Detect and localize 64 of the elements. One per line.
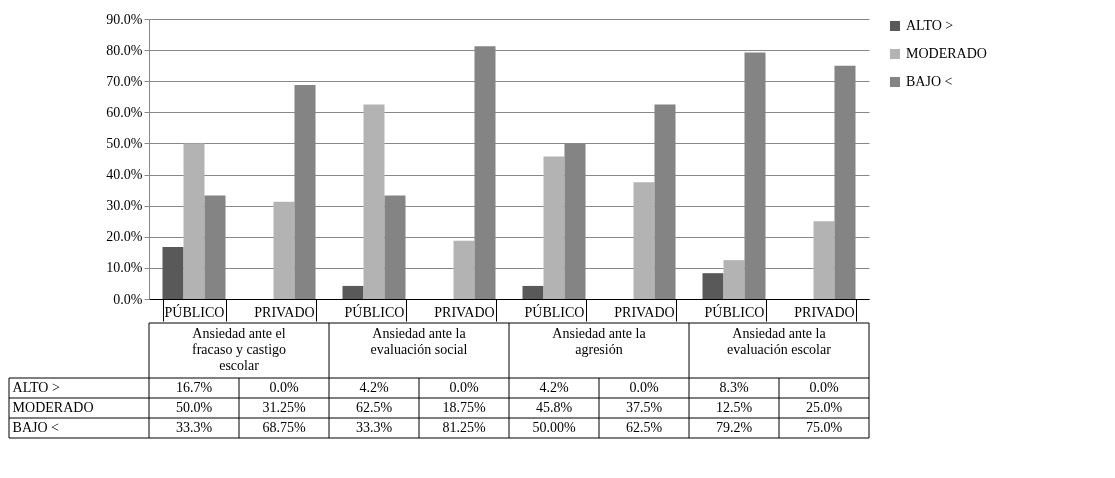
- x-tick-label: PÚBLICO: [524, 303, 585, 320]
- data-label: 50.0%: [175, 400, 213, 415]
- text: Ansiedad ante la agresión: [552, 326, 647, 357]
- data-label: 12.5%: [715, 400, 753, 415]
- y-tick-label: 20.0%: [106, 229, 143, 245]
- bar: [162, 247, 184, 299]
- x-tick-label: PRIVADO: [614, 304, 675, 320]
- y-tick-label: 70.0%: [106, 73, 143, 89]
- legend-label: ALTO >: [906, 18, 954, 33]
- data-label: 37.5%: [625, 400, 663, 415]
- legend-label: MODERADO: [906, 46, 987, 61]
- text: ALTO >: [12, 380, 60, 395]
- legend-label: BAJO <: [906, 74, 953, 89]
- data-label: 31.25%: [262, 400, 306, 415]
- y-tick-label: 80.0%: [106, 42, 143, 58]
- x-tick-label: PRIVADO: [254, 304, 315, 320]
- data-label: 62.5%: [625, 420, 663, 435]
- data-label: 0.0%: [269, 380, 299, 395]
- x-tick-label: PÚBLICO: [344, 303, 405, 320]
- bar: [702, 273, 724, 299]
- bar: [453, 240, 475, 299]
- data-label: 33.3%: [175, 420, 213, 435]
- bar: [813, 221, 835, 299]
- text: Ansiedad ante la evaluación social: [370, 326, 468, 357]
- bar: [543, 156, 565, 299]
- bar: [273, 201, 295, 299]
- x-tick-label: PÚBLICO: [704, 303, 765, 320]
- x-tick-label: PÚBLICO: [164, 303, 225, 320]
- data-label: 18.75%: [442, 400, 486, 415]
- y-tick-label: 60.0%: [106, 104, 143, 120]
- data-label: 68.75%: [262, 420, 306, 435]
- y-tick-label: 0.0%: [113, 291, 143, 307]
- data-label: 4.2%: [539, 380, 569, 395]
- bar: [342, 285, 364, 299]
- y-tick-label: 10.0%: [106, 260, 143, 276]
- data-label: 33.3%: [355, 420, 393, 435]
- text: Ansiedad ante el fracaso y castigo escolar: [191, 326, 287, 373]
- bar: [363, 104, 385, 299]
- y-tick-label: 90.0%: [106, 11, 143, 27]
- data-label: 4.2%: [359, 380, 389, 395]
- bar: [723, 260, 745, 299]
- data-label: 79.2%: [715, 420, 753, 435]
- y-tick-label: 40.0%: [106, 167, 143, 183]
- y-tick-label: 50.0%: [106, 135, 143, 151]
- data-label: 0.0%: [629, 380, 659, 395]
- data-label: 81.25%: [442, 420, 486, 435]
- text: Ansiedad ante la evaluación escolar: [727, 326, 832, 357]
- bar: [522, 285, 544, 299]
- data-label: 25.0%: [805, 400, 843, 415]
- data-label: 0.0%: [449, 380, 479, 395]
- data-label: 45.8%: [535, 400, 573, 415]
- bar: [183, 143, 205, 299]
- data-label: 16.7%: [175, 380, 213, 395]
- text: MODERADO: [12, 400, 94, 415]
- data-label: 75.0%: [805, 420, 843, 435]
- x-tick-label: PRIVADO: [434, 304, 495, 320]
- data-label: 8.3%: [719, 380, 749, 395]
- bar: [633, 182, 655, 299]
- y-tick-label: 30.0%: [106, 198, 143, 214]
- text: BAJO <: [12, 420, 60, 435]
- x-tick-label: PRIVADO: [794, 304, 855, 320]
- data-label: 0.0%: [809, 380, 839, 395]
- data-label: 62.5%: [355, 400, 393, 415]
- data-label: 50.00%: [532, 420, 576, 435]
